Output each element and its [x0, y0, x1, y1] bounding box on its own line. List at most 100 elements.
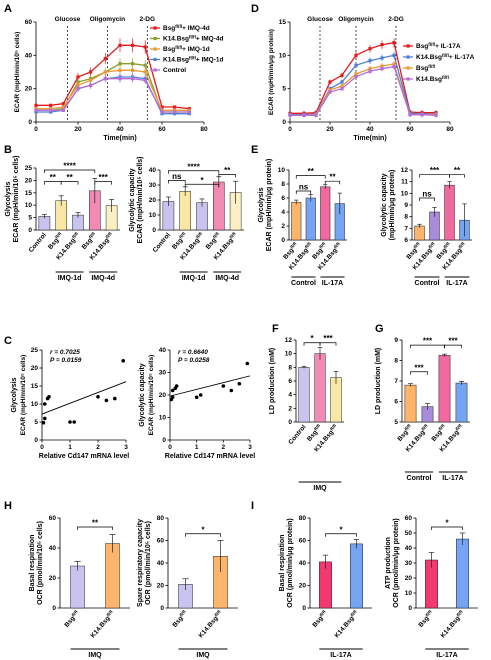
- significance-bracket: [419, 197, 435, 201]
- category-label: Bsgfl/fl: [416, 609, 435, 629]
- x-tick-label: 80: [200, 126, 208, 133]
- significance-bracket: [94, 181, 112, 185]
- significance-bracket: [77, 526, 113, 530]
- bar: [330, 377, 342, 423]
- data-point: [392, 65, 396, 69]
- y-axis-label: OCR (pmol/min/μg protein): [393, 518, 400, 607]
- panel-label-h: H: [4, 500, 12, 512]
- bar: [105, 543, 120, 609]
- y-tick-label: 15: [31, 383, 39, 390]
- x-tick-label: 40: [366, 126, 374, 133]
- series-line: [36, 78, 190, 113]
- bar: [414, 225, 425, 241]
- data-point: [43, 402, 47, 406]
- data-point: [104, 398, 109, 403]
- data-point: [61, 108, 65, 112]
- data-point: [173, 112, 177, 116]
- y-tick-label: 0: [302, 605, 306, 612]
- data-point: [113, 396, 117, 401]
- x-tick-label: 3: [124, 444, 128, 451]
- bar: [213, 181, 225, 231]
- category-label: K14.Bsgfl/fl: [438, 609, 466, 640]
- significance-label: ***: [423, 337, 433, 346]
- y-axis-label: Glycolytic capacity: [129, 168, 136, 232]
- data-point: [368, 47, 372, 51]
- data-point: [173, 110, 177, 114]
- panel-label-f: F: [272, 323, 279, 335]
- y-tick-label: 6: [288, 378, 292, 385]
- bar: [291, 201, 302, 241]
- category-label: Control: [287, 424, 307, 446]
- data-point: [198, 393, 203, 397]
- y-tick-label: 20: [25, 86, 33, 93]
- legend-label: Bsgfl/fl: [416, 64, 435, 73]
- data-point: [354, 63, 358, 67]
- y-tick-label: 60: [25, 19, 33, 26]
- data-point: [34, 108, 38, 112]
- data-point: [131, 62, 135, 66]
- y-tick-label: 60: [49, 515, 57, 522]
- data-point: [229, 388, 234, 393]
- significance-label: ***: [323, 334, 333, 343]
- y-tick-label: 10: [25, 202, 33, 209]
- significance-label: ***: [99, 173, 109, 182]
- significance-bracket: [44, 169, 96, 173]
- y-tick-label: 5: [34, 419, 38, 426]
- y-tick-label: 9: [404, 202, 408, 209]
- group-label: Control: [407, 475, 432, 482]
- data-point: [237, 381, 242, 386]
- x-tick-label: 20: [326, 126, 334, 133]
- data-point: [131, 68, 135, 72]
- data-point: [340, 73, 344, 77]
- x-tick-label: 80: [446, 126, 454, 133]
- bar: [314, 353, 326, 423]
- significance-bracket: [319, 342, 337, 346]
- legend-label: K14.Bsgfl/fl+ IL-17A: [416, 53, 475, 62]
- legend-marker: [406, 66, 410, 70]
- panel-label-c: C: [4, 335, 12, 347]
- data-point: [314, 113, 318, 117]
- significance-bracket: [324, 180, 341, 185]
- y-tick-label: 20: [299, 583, 307, 590]
- series-line: [290, 65, 437, 116]
- series-line: [36, 44, 190, 110]
- y-tick-label: 0: [28, 227, 32, 234]
- group-label: IMQ: [196, 652, 210, 659]
- legend-marker: [406, 77, 410, 81]
- data-point: [34, 107, 38, 111]
- significance-label: ****: [63, 161, 76, 170]
- data-point: [160, 108, 164, 112]
- category-label: K14.Bsgfl/fl: [196, 609, 224, 640]
- y-tick-label: 40: [49, 545, 57, 552]
- y-tick-label: 40: [159, 347, 167, 354]
- y-axis-label: ATP production: [385, 537, 392, 589]
- legend-label: K14.Bsgfl/fl+ IMQ-4d: [163, 34, 224, 43]
- y-tick-label: 20: [157, 583, 165, 590]
- y-tick-label: 20: [149, 197, 157, 204]
- data-point: [328, 80, 332, 84]
- legend-marker: [406, 44, 410, 48]
- y-tick-label: 40: [405, 545, 413, 552]
- y-tick-label: 0: [152, 227, 156, 234]
- y-tick-label: 0: [408, 605, 412, 612]
- data-point: [302, 113, 306, 117]
- significance-bracket: [295, 175, 326, 179]
- panel-label-d: D: [251, 3, 259, 15]
- y-tick-label: 25: [25, 165, 33, 172]
- data-point: [194, 395, 199, 400]
- y-tick-label: 0: [52, 605, 56, 612]
- data-point: [41, 420, 46, 425]
- significance-label: ***: [430, 166, 440, 175]
- y-tick-label: 8: [281, 181, 285, 188]
- bar: [444, 184, 455, 241]
- data-point: [380, 56, 384, 60]
- data-point: [61, 102, 65, 106]
- line-chart-d: 0 5 10 15 0 20 40 60 80 Time(min) ECAR (mpH/min/μg…: [268, 16, 475, 142]
- y-tick-label: 6: [281, 195, 285, 202]
- bar: [319, 561, 332, 609]
- line-chart-a: 0 20 40 60 0 20 40 60 80 Time(min) ECAR (mpH/min/1…: [14, 16, 224, 142]
- group-label: IL-17A: [436, 652, 457, 659]
- legend-label: Bsgfl/fl+ IMQ-1d: [163, 45, 210, 54]
- data-point: [170, 395, 175, 400]
- injection-label: Glucose: [55, 16, 81, 23]
